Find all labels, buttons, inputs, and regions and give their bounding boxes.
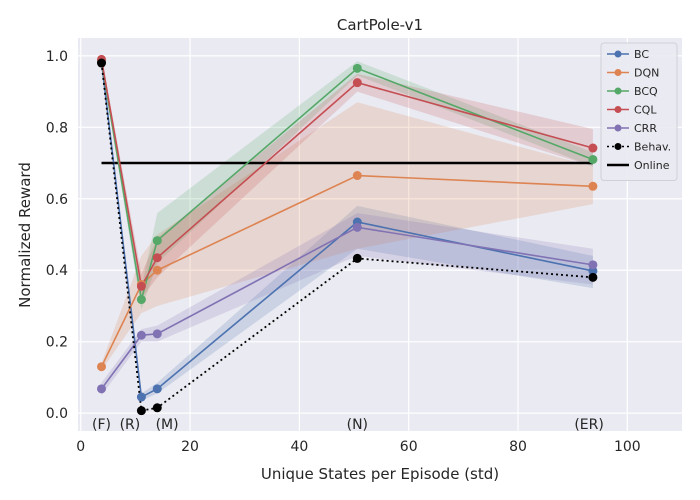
legend-marker-behav — [614, 143, 622, 150]
chart-title: CartPole-v1 — [337, 16, 423, 34]
annotation-label: (F) — [92, 417, 111, 433]
legend-label-bc: BC — [634, 48, 649, 61]
y-tick-label: 0.8 — [46, 120, 68, 136]
x-tick-labels: 0 20 40 60 80 100 — [76, 439, 640, 455]
point-bcq — [352, 63, 362, 73]
band-bcq — [101, 57, 593, 310]
legend: BC DQN BCQ CQL CRR Behav. Online — [600, 42, 678, 181]
point-behav — [352, 253, 362, 263]
y-tick-label: 0.0 — [46, 406, 68, 422]
x-tick-label: 60 — [400, 439, 418, 455]
legend-label-online: Online — [634, 159, 670, 172]
point-cql — [152, 253, 162, 263]
legend-marker-bc — [614, 50, 622, 58]
point-dqn — [588, 181, 598, 191]
point-dqn — [97, 362, 107, 372]
legend-label-cql: CQL — [634, 104, 657, 117]
point-bc — [136, 392, 146, 402]
band-cql — [101, 55, 593, 299]
legend-marker-cql — [614, 106, 622, 113]
x-tick-label: 100 — [614, 439, 641, 455]
point-crr — [352, 222, 362, 232]
x-axis-title: Unique States per Episode (std) — [261, 465, 499, 483]
point-crr — [136, 330, 146, 340]
x-tick-label: 40 — [290, 439, 308, 455]
annotation-label: (N) — [347, 417, 368, 433]
legend-marker-dqn — [614, 69, 622, 76]
point-cql — [588, 143, 598, 153]
point-cql — [352, 78, 362, 88]
y-tick-label: 0.4 — [46, 263, 68, 279]
y-axis-title: Normalized Reward — [16, 162, 34, 308]
point-bcq — [152, 236, 162, 246]
point-behav — [136, 406, 146, 416]
point-cql — [136, 281, 146, 291]
point-crr — [588, 260, 598, 270]
grid-y — [78, 55, 682, 414]
annotations: (F) (R) (M) (N) (ER) — [92, 417, 604, 433]
legend-marker-crr — [614, 124, 622, 132]
x-tick-label: 20 — [181, 439, 199, 455]
annotation-label: (R) — [120, 417, 141, 433]
annotation-label: (M) — [156, 417, 179, 433]
legend-label-behav: Behav. — [634, 141, 671, 154]
legend-label-dqn: DQN — [634, 67, 659, 80]
y-tick-label: 0.2 — [46, 335, 68, 351]
y-tick-label: 1.0 — [46, 49, 68, 65]
point-bcq — [588, 154, 598, 164]
point-dqn — [152, 265, 162, 275]
x-tick-label: 80 — [509, 439, 527, 455]
band-crr — [101, 213, 593, 396]
point-behav — [152, 403, 162, 413]
confidence-bands — [101, 55, 593, 401]
point-dqn — [352, 171, 362, 181]
y-tick-labels: 0.0 0.2 0.4 0.6 0.8 1.0 — [46, 49, 68, 422]
x-tick-label: 0 — [76, 439, 85, 455]
band-bc — [101, 57, 593, 401]
grid-x — [80, 38, 628, 431]
legend-label-crr: CRR — [634, 122, 657, 135]
point-behav — [588, 272, 598, 282]
point-bc — [152, 384, 162, 394]
band-dqn — [101, 102, 593, 371]
legend-label-bcq: BCQ — [634, 85, 658, 98]
point-crr — [152, 329, 162, 339]
legend-marker-bcq — [614, 87, 622, 95]
point-bcq — [136, 295, 146, 305]
point-behav — [97, 58, 107, 68]
series-markers — [97, 54, 598, 416]
plot-area — [78, 38, 682, 431]
y-tick-label: 0.6 — [46, 192, 68, 208]
annotation-label: (ER) — [574, 417, 604, 433]
point-crr — [97, 384, 107, 394]
